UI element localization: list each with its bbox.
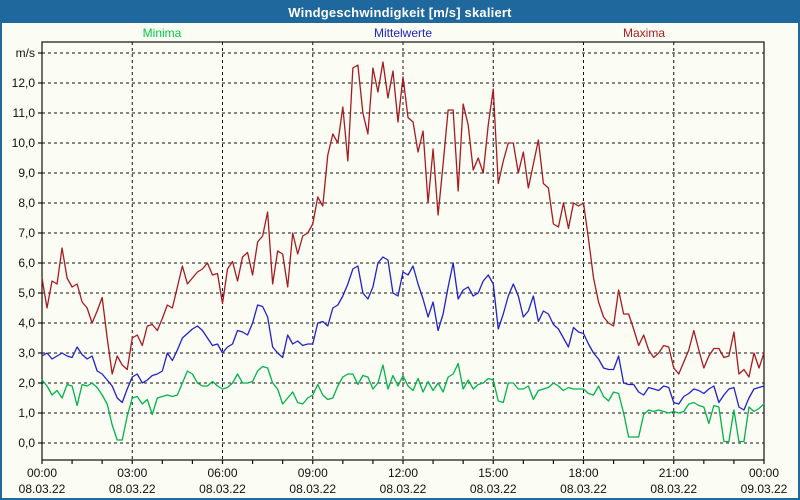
series-line-minima <box>41 362 765 443</box>
window-title: Windgeschwindigkeit [m/s] skaliert <box>2 2 798 23</box>
y-tick-label: 1,0 <box>18 406 35 420</box>
x-tick-date-label: 08.03.22 <box>650 482 697 496</box>
x-tick-time-label: 15:00 <box>478 466 508 480</box>
y-tick-label: 12,0 <box>12 76 36 90</box>
x-tick-date-label: 08.03.22 <box>109 482 156 496</box>
x-tick-date-label: 08.03.22 <box>470 482 517 496</box>
x-tick-time-label: 00:00 <box>749 466 779 480</box>
x-tick-date-label: 08.03.22 <box>560 482 607 496</box>
x-tick-time-label: 09:00 <box>298 466 328 480</box>
y-tick-label: 11,0 <box>13 106 36 120</box>
y-tick-label: 7,0 <box>18 226 35 240</box>
x-tick-date-label: 09.03.22 <box>741 482 788 496</box>
y-tick-label: 9,0 <box>18 166 35 180</box>
x-tick-date-label: 08.03.22 <box>19 482 66 496</box>
x-tick-time-label: 03:00 <box>117 466 147 480</box>
legend-label-mittelwerte: Mittelwerte <box>373 26 433 40</box>
x-tick-date-label: 08.03.22 <box>380 482 427 496</box>
x-tick-time-label: 12:00 <box>388 466 418 480</box>
y-tick-label: 0,0 <box>18 436 35 450</box>
x-tick-time-label: 06:00 <box>207 466 237 480</box>
x-tick-date-label: 08.03.22 <box>289 482 336 496</box>
y-tick-label: 3,0 <box>18 346 35 360</box>
series-line-mittelwerte <box>41 256 765 411</box>
x-tick-time-label: 00:00 <box>27 466 57 480</box>
y-tick-label: 6,0 <box>18 256 35 270</box>
y-tick-label: 5,0 <box>18 286 35 300</box>
series-line-maxima <box>41 61 765 378</box>
x-tick-time-label: 21:00 <box>659 466 689 480</box>
x-tick-time-label: 18:00 <box>568 466 598 480</box>
y-tick-label: 10,0 <box>12 136 36 150</box>
y-tick-label: 2,0 <box>18 376 35 390</box>
y-tick-label: 4,0 <box>18 316 35 330</box>
legend-label-maxima: Maxima <box>622 26 666 40</box>
x-tick-date-label: 08.03.22 <box>199 482 246 496</box>
y-tick-label: 8,0 <box>18 196 35 210</box>
legend-label-minima: Minima <box>142 26 182 40</box>
y-axis-unit-label: m/s <box>16 46 35 60</box>
